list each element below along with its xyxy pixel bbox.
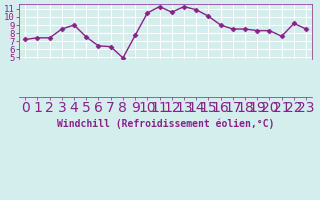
X-axis label: Windchill (Refroidissement éolien,°C): Windchill (Refroidissement éolien,°C) [57,118,274,129]
